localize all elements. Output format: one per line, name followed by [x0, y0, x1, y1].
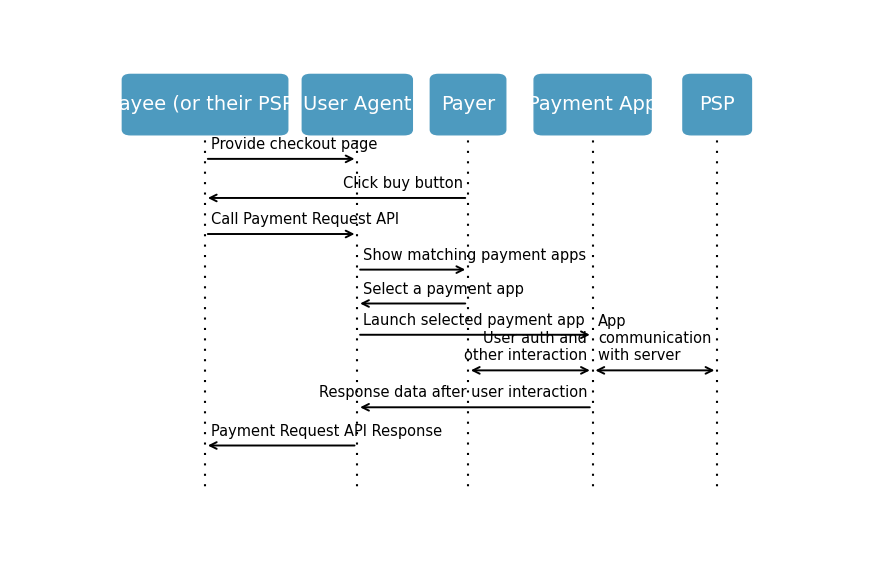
Text: User Agent: User Agent: [303, 95, 412, 114]
FancyBboxPatch shape: [122, 74, 288, 135]
Text: Payment Request API Response: Payment Request API Response: [211, 424, 442, 439]
FancyBboxPatch shape: [303, 74, 413, 135]
Text: User auth and
other interaction: User auth and other interaction: [463, 331, 587, 363]
FancyBboxPatch shape: [683, 74, 751, 135]
FancyBboxPatch shape: [534, 74, 651, 135]
Text: Launch selected payment app: Launch selected payment app: [363, 313, 585, 328]
Text: Payer: Payer: [441, 95, 496, 114]
Text: Select a payment app: Select a payment app: [363, 281, 523, 297]
Text: Payment App: Payment App: [528, 95, 657, 114]
Text: Payee (or their PSP): Payee (or their PSP): [108, 95, 302, 114]
Text: Show matching payment apps: Show matching payment apps: [363, 248, 586, 263]
Text: App
communication
with server: App communication with server: [598, 314, 712, 363]
Text: PSP: PSP: [699, 95, 735, 114]
FancyBboxPatch shape: [430, 74, 505, 135]
Text: Response data after user interaction: Response data after user interaction: [319, 385, 587, 400]
Text: Click buy button: Click buy button: [343, 176, 463, 191]
Text: Provide checkout page: Provide checkout page: [211, 137, 377, 152]
Text: Call Payment Request API: Call Payment Request API: [211, 212, 398, 227]
